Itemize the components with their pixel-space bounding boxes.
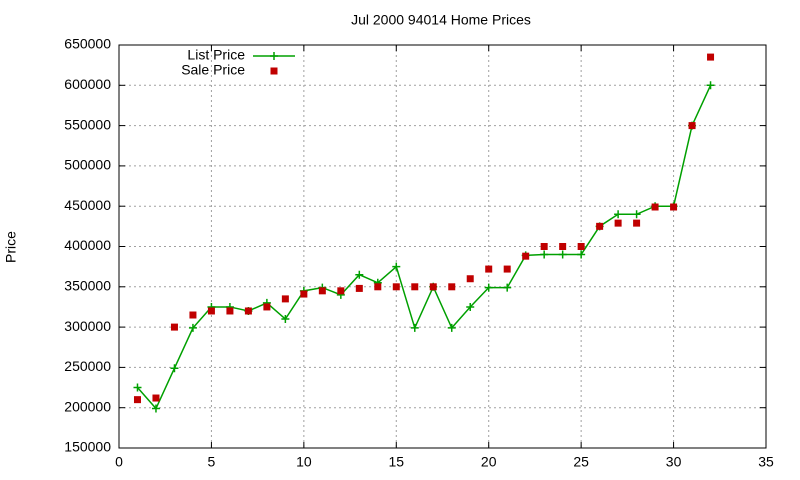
square-marker xyxy=(485,265,493,273)
plus-marker xyxy=(706,81,715,90)
square-marker xyxy=(355,284,363,292)
square-marker xyxy=(152,394,160,402)
square-marker xyxy=(670,203,678,211)
y-tick-label: 500000 xyxy=(64,157,111,173)
x-tick-label: 10 xyxy=(296,454,312,470)
plot-border xyxy=(118,44,767,449)
plus-marker xyxy=(466,302,475,311)
square-marker xyxy=(614,219,622,227)
plus-marker xyxy=(410,323,419,332)
square-marker xyxy=(318,287,326,295)
square-marker xyxy=(281,295,289,303)
plus-marker xyxy=(355,270,364,279)
square-marker xyxy=(503,265,511,273)
square-marker xyxy=(244,307,252,315)
square-marker xyxy=(688,122,696,130)
legend-marker xyxy=(270,67,278,75)
square-marker xyxy=(300,290,308,298)
y-tick-label: 550000 xyxy=(64,116,111,132)
y-tick-label: 350000 xyxy=(64,278,111,294)
plus-marker xyxy=(133,383,142,392)
square-marker xyxy=(189,311,197,319)
plus-marker xyxy=(151,404,160,413)
legend-marker xyxy=(270,52,278,60)
square-marker xyxy=(651,203,659,211)
square-marker xyxy=(466,275,474,283)
square-marker xyxy=(170,323,178,331)
square-marker xyxy=(263,303,271,311)
plus-marker xyxy=(577,250,586,259)
y-tick-label: 200000 xyxy=(64,398,111,414)
plus-marker xyxy=(484,283,493,292)
x-tick-label: 30 xyxy=(666,454,682,470)
plus-marker xyxy=(281,315,290,324)
square-marker xyxy=(207,307,215,315)
square-marker xyxy=(337,287,345,295)
plus-marker xyxy=(188,323,197,332)
square-marker xyxy=(522,252,530,260)
legend-label: List Price xyxy=(187,47,245,63)
square-marker xyxy=(133,396,141,404)
plus-marker xyxy=(503,283,512,292)
legend-label: Sale Price xyxy=(181,62,245,78)
square-marker xyxy=(392,283,400,291)
y-tick-label: 600000 xyxy=(64,76,111,92)
x-tick-label: 0 xyxy=(115,454,123,470)
square-marker xyxy=(707,53,715,61)
y-tick-label: 300000 xyxy=(64,318,111,334)
x-tick-label: 35 xyxy=(758,454,774,470)
y-tick-label: 650000 xyxy=(64,36,111,52)
square-marker xyxy=(540,243,548,250)
x-tick-label: 20 xyxy=(481,454,497,470)
y-tick-label: 450000 xyxy=(64,197,111,213)
square-marker xyxy=(226,307,234,315)
y-axis-label: Price xyxy=(3,231,19,263)
square-marker xyxy=(448,283,456,291)
y-tick-label: 150000 xyxy=(64,439,111,455)
plus-marker xyxy=(540,250,549,259)
square-marker xyxy=(577,243,585,250)
y-tick-label: 250000 xyxy=(64,358,111,374)
plus-marker xyxy=(632,210,641,219)
square-marker xyxy=(429,283,437,291)
plus-marker xyxy=(558,250,567,259)
plus-marker xyxy=(614,210,623,219)
square-marker xyxy=(374,283,382,291)
plus-marker xyxy=(392,262,401,271)
plus-marker xyxy=(170,364,179,373)
square-marker xyxy=(633,219,641,227)
x-tick-label: 5 xyxy=(208,454,216,470)
square-marker xyxy=(411,283,419,291)
square-marker xyxy=(596,222,604,230)
chart-title: Jul 2000 94014 Home Prices xyxy=(351,12,531,28)
square-marker xyxy=(559,243,567,250)
plus-marker xyxy=(447,323,456,332)
x-tick-label: 15 xyxy=(388,454,404,470)
y-tick-label: 400000 xyxy=(64,237,111,253)
x-tick-label: 25 xyxy=(573,454,589,470)
